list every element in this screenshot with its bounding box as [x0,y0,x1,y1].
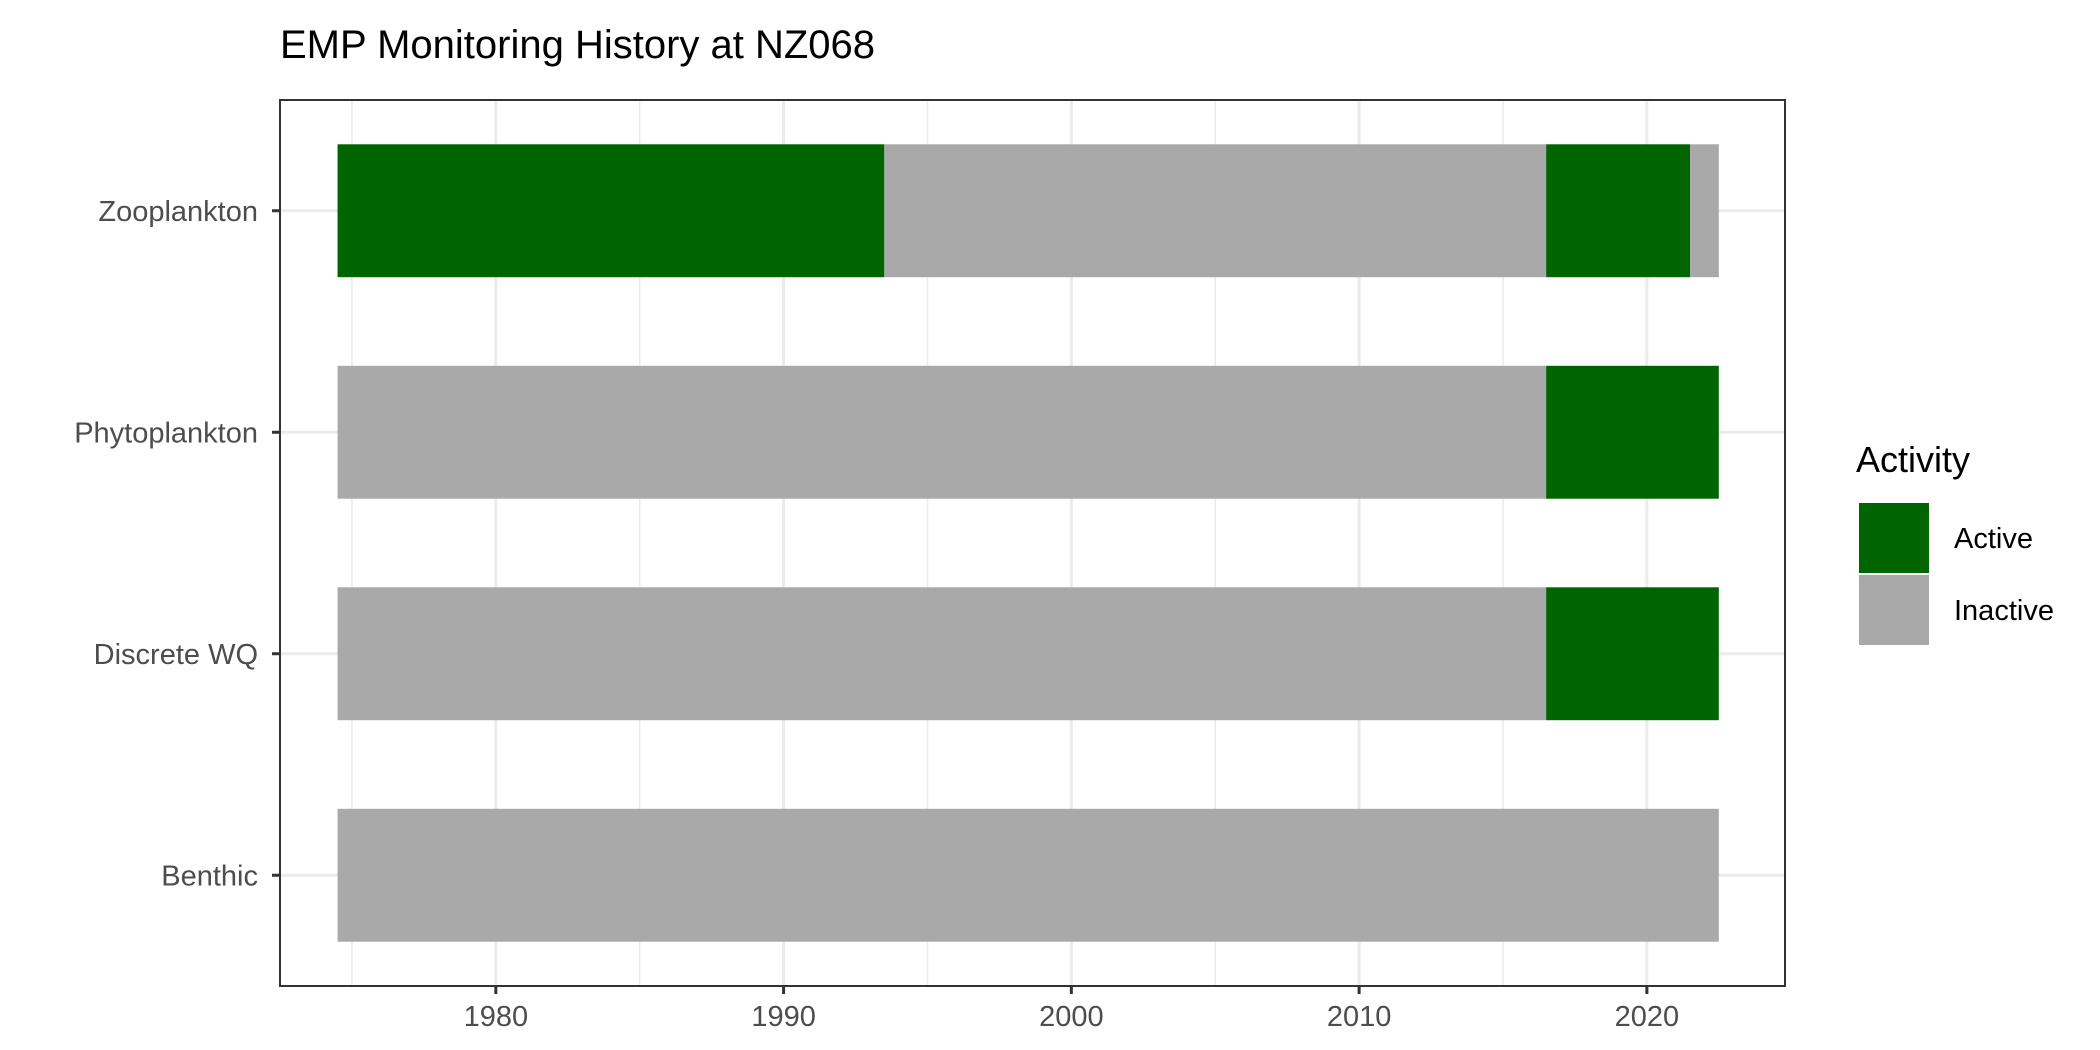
bar-segment-inactive [337,365,1547,499]
x-tick-label: 2000 [1039,1001,1104,1033]
bars [337,144,1719,942]
y-axis: Zooplankton Phytoplankton Discrete WQ Benth… [74,196,280,892]
x-tick-label: 2020 [1615,1001,1680,1033]
chart-title: EMP Monitoring History at NZ068 [280,23,875,67]
legend-title: Activity [1856,439,1970,480]
bar-segment-active [337,144,885,278]
legend: Activity Active Inactive [1856,439,2054,647]
bar-segment-inactive [884,144,1547,278]
bar-segment-inactive [1690,144,1719,278]
bar-segment-active [1546,365,1719,499]
legend-key-inactive [1857,573,1931,647]
legend-label-inactive: Inactive [1954,595,2054,627]
y-tick-label: Discrete WQ [94,639,258,671]
bar-segment-active [1546,144,1691,278]
bar-segment-inactive [337,808,1719,942]
y-tick-label: Benthic [161,860,258,892]
y-tick-label: Phytoplankton [74,417,258,449]
x-tick-label: 1990 [751,1001,816,1033]
legend-key-active [1857,501,1931,575]
legend-items: Active Inactive [1857,501,2054,647]
x-tick-label: 1980 [464,1001,529,1033]
bar-segment-inactive [337,587,1547,721]
bar-segment-active [1546,587,1719,721]
legend-label-active: Active [1954,523,2033,555]
y-tick-label: Zooplankton [98,196,258,228]
plot-border [279,99,1786,987]
x-axis: 1980 1990 2000 2010 2020 [464,986,1680,1033]
x-tick-label: 2010 [1327,1001,1392,1033]
plot-area [279,99,1786,987]
